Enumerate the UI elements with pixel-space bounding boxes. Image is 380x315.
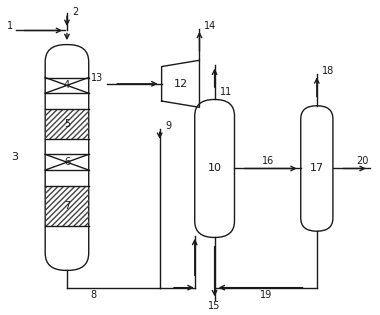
Text: 1: 1 — [7, 21, 13, 31]
Text: 16: 16 — [261, 156, 274, 166]
Text: 4: 4 — [64, 80, 70, 90]
Text: 6: 6 — [64, 157, 70, 167]
Text: 3: 3 — [11, 152, 19, 163]
Text: 8: 8 — [90, 290, 97, 301]
Text: 18: 18 — [322, 66, 334, 76]
Text: 15: 15 — [208, 301, 221, 312]
Text: 9: 9 — [165, 121, 171, 131]
Text: 13: 13 — [91, 72, 103, 83]
Bar — [45, 186, 89, 226]
Text: 20: 20 — [356, 156, 369, 166]
Text: 5: 5 — [64, 119, 70, 129]
Text: 11: 11 — [220, 87, 233, 97]
FancyBboxPatch shape — [301, 106, 333, 231]
Text: 14: 14 — [204, 21, 216, 31]
Bar — [45, 109, 89, 139]
FancyBboxPatch shape — [45, 45, 89, 270]
Text: 10: 10 — [207, 163, 222, 174]
FancyBboxPatch shape — [195, 100, 234, 238]
Text: 19: 19 — [260, 290, 272, 301]
Text: 2: 2 — [73, 7, 79, 17]
Text: 17: 17 — [310, 163, 324, 174]
Text: 12: 12 — [174, 79, 188, 89]
Text: 7: 7 — [64, 201, 70, 211]
